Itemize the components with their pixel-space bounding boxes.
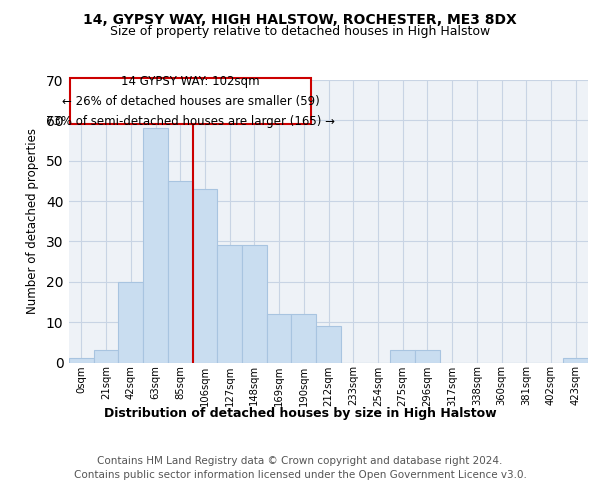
Bar xyxy=(168,181,193,362)
FancyBboxPatch shape xyxy=(70,78,311,124)
Text: Distribution of detached houses by size in High Halstow: Distribution of detached houses by size … xyxy=(104,408,496,420)
Bar xyxy=(94,350,118,362)
Bar xyxy=(292,314,316,362)
Bar xyxy=(563,358,588,362)
Bar xyxy=(193,189,217,362)
Bar xyxy=(415,350,440,362)
Bar xyxy=(69,358,94,362)
Bar xyxy=(316,326,341,362)
Bar xyxy=(267,314,292,362)
Text: Size of property relative to detached houses in High Halstow: Size of property relative to detached ho… xyxy=(110,25,490,38)
Bar xyxy=(118,282,143,362)
Bar xyxy=(390,350,415,362)
Text: 14, GYPSY WAY, HIGH HALSTOW, ROCHESTER, ME3 8DX: 14, GYPSY WAY, HIGH HALSTOW, ROCHESTER, … xyxy=(83,12,517,26)
Text: Contains HM Land Registry data © Crown copyright and database right 2024.
Contai: Contains HM Land Registry data © Crown c… xyxy=(74,456,526,480)
Bar xyxy=(143,128,168,362)
Y-axis label: Number of detached properties: Number of detached properties xyxy=(26,128,39,314)
Bar xyxy=(242,246,267,362)
Text: 14 GYPSY WAY: 102sqm
← 26% of detached houses are smaller (59)
73% of semi-detac: 14 GYPSY WAY: 102sqm ← 26% of detached h… xyxy=(46,74,335,128)
Bar xyxy=(217,246,242,362)
